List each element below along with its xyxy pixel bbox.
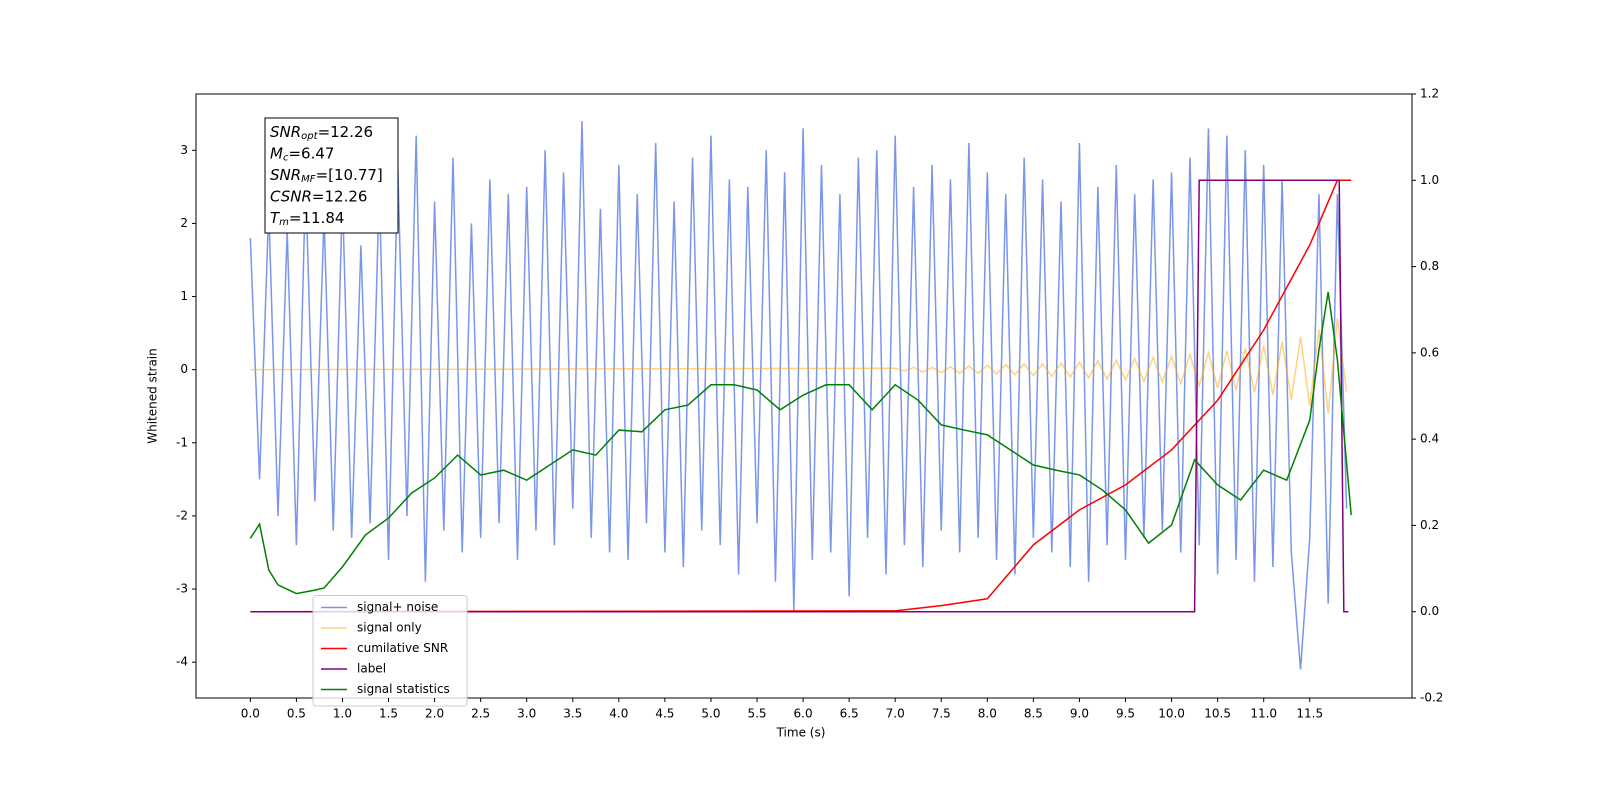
x-tick-label: 10.5 bbox=[1204, 707, 1231, 721]
x-tick-label: 5.5 bbox=[747, 707, 766, 721]
annotation-main: SNR bbox=[270, 166, 301, 184]
annotation-box: SNRopt=12.26Mc=6.47SNRMF=[10.77]CSNR=12.… bbox=[264, 117, 399, 234]
annotation-sub: MF bbox=[301, 174, 316, 185]
y-tick-label: -1 bbox=[176, 435, 188, 449]
x-tick-label: 0.0 bbox=[241, 707, 260, 721]
y-axis-label: Whitened strain bbox=[146, 348, 160, 444]
y2-tick-label: -0.2 bbox=[1420, 691, 1443, 705]
legend: signal+ noise signal only cumilative SNR la… bbox=[312, 595, 468, 707]
series-line bbox=[250, 179, 1352, 613]
x-tick-label: 7.0 bbox=[886, 707, 905, 721]
annotation-main: CSNR bbox=[270, 187, 312, 205]
series-line bbox=[250, 318, 1348, 414]
plot-area bbox=[249, 121, 1352, 670]
y-tick-label: -4 bbox=[176, 655, 188, 669]
y2-tick-label: 0.6 bbox=[1420, 345, 1439, 359]
x-tick-label: 9.0 bbox=[1070, 707, 1089, 721]
y-tick-label: 3 bbox=[180, 143, 188, 157]
x-tick-label: 6.0 bbox=[794, 707, 813, 721]
series-line bbox=[249, 121, 1348, 670]
annotation-line: Tm=11.84 bbox=[270, 209, 344, 229]
annotation-rest: =[10.77] bbox=[316, 166, 383, 184]
legend-label: cumilative SNR bbox=[357, 641, 448, 655]
annotation-rest: =6.47 bbox=[288, 144, 334, 162]
x-tick-label: 2.5 bbox=[471, 707, 490, 721]
y2-tick-label: 0.0 bbox=[1420, 604, 1439, 618]
annotation-main: SNR bbox=[270, 123, 301, 141]
annotation-main: T bbox=[270, 209, 281, 227]
annotation-rest: =12.26 bbox=[318, 123, 374, 141]
legend-label: signal only bbox=[357, 621, 422, 635]
y2-tick-label: 0.4 bbox=[1420, 432, 1439, 446]
annotation-frame bbox=[264, 117, 399, 234]
series-line bbox=[250, 179, 1349, 613]
y-tick-label: 1 bbox=[180, 289, 188, 303]
x-tick-label: 8.0 bbox=[978, 707, 997, 721]
y2-tick-label: 1.2 bbox=[1420, 87, 1439, 101]
y-tick-label: -2 bbox=[176, 508, 188, 522]
annotation-line: CSNR=12.26 bbox=[270, 187, 367, 205]
annotation-sub: opt bbox=[301, 131, 318, 142]
series-line bbox=[249, 291, 1352, 595]
legend-frame bbox=[312, 595, 468, 707]
annotation-line: Mc=6.47 bbox=[270, 144, 334, 164]
legend-label: label bbox=[357, 662, 386, 676]
y2-tick-label: 0.8 bbox=[1420, 259, 1439, 273]
annotation-main: M bbox=[270, 144, 283, 162]
annotation-rest: =12.26 bbox=[312, 187, 368, 205]
x-axis-label: Time (s) bbox=[776, 726, 826, 740]
x-tick-label: 11.0 bbox=[1250, 707, 1277, 721]
x-tick-label: 8.5 bbox=[1024, 707, 1043, 721]
legend-label: signal statistics bbox=[357, 682, 450, 696]
annotation-line: SNRopt=12.26 bbox=[270, 123, 373, 143]
y2-tick-label: 0.2 bbox=[1420, 518, 1439, 532]
x-tick-label: 1.0 bbox=[333, 707, 352, 721]
y-tick-label: -3 bbox=[176, 582, 188, 596]
y2-tick-label: 1.0 bbox=[1420, 173, 1439, 187]
x-tick-label: 7.5 bbox=[932, 707, 951, 721]
y-tick-label: 0 bbox=[180, 362, 188, 376]
x-tick-label: 1.5 bbox=[379, 707, 398, 721]
x-tick-label: 0.5 bbox=[287, 707, 306, 721]
x-tick-label: 10.0 bbox=[1158, 707, 1185, 721]
x-tick-label: 3.0 bbox=[517, 707, 536, 721]
annotation-sub: c bbox=[283, 153, 289, 164]
y-tick-label: 2 bbox=[180, 216, 188, 230]
x-tick-label: 11.5 bbox=[1296, 707, 1323, 721]
x-tick-label: 2.0 bbox=[425, 707, 444, 721]
legend-label: signal+ noise bbox=[357, 600, 438, 614]
axes-frame bbox=[195, 93, 1413, 699]
x-tick-label: 4.5 bbox=[655, 707, 674, 721]
x-tick-label: 6.5 bbox=[840, 707, 859, 721]
annotation-sub: m bbox=[279, 217, 289, 228]
x-tick-label: 3.5 bbox=[563, 707, 582, 721]
x-tick-label: 4.0 bbox=[609, 707, 628, 721]
annotation-line: SNRMF=[10.77] bbox=[270, 166, 383, 186]
annotation-rest: =11.84 bbox=[289, 209, 345, 227]
x-tick-label: 9.5 bbox=[1116, 707, 1135, 721]
x-tick-label: 5.0 bbox=[701, 707, 720, 721]
